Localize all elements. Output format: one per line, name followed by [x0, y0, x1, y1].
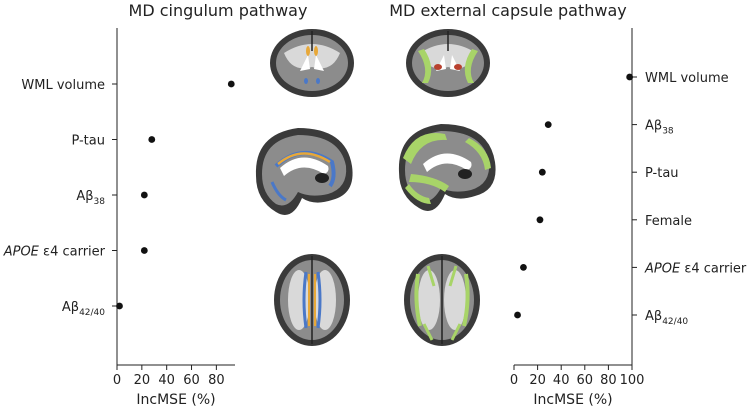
right-x-ticks: 0 20 40 60 80 100	[510, 365, 645, 388]
category-base: APOE	[3, 245, 40, 260]
right-data-point	[538, 168, 546, 176]
left-category-label: WML volume	[21, 78, 105, 93]
category-base: Female	[645, 214, 692, 229]
category-rest: ε4 carrier	[39, 245, 106, 260]
right-x-tick-label: 100	[620, 373, 645, 388]
category-base: P-tau	[71, 134, 105, 149]
brain-images	[255, 28, 496, 348]
category-base: WML volume	[645, 71, 729, 86]
right-chart-title: MD external capsule pathway	[389, 1, 626, 20]
left-x-ticks: 0 20 40 60 80	[113, 365, 225, 388]
right-category-label: Female	[645, 214, 692, 229]
right-category-label: Aβ38	[645, 119, 674, 137]
category-base: P-tau	[645, 166, 679, 181]
right-data-point	[520, 264, 527, 271]
right-data-point	[514, 311, 521, 319]
axial-brain-cingulum	[266, 252, 358, 348]
category-base: Aβ	[76, 189, 93, 204]
category-base: APOE	[644, 261, 681, 276]
right-category-label: P-tau	[645, 166, 679, 181]
left-data-point	[227, 80, 235, 88]
category-base: Aβ	[645, 309, 662, 324]
right-data-point	[626, 73, 634, 81]
right-x-tick-label: 40	[553, 373, 570, 388]
category-subscript: 42/40	[662, 317, 688, 327]
coronal-brain-external-capsule	[401, 28, 495, 102]
left-data-point	[148, 136, 156, 143]
left-category-label: P-tau	[71, 134, 105, 149]
left-data-point	[140, 247, 148, 254]
coronal-brain-cingulum	[265, 28, 359, 102]
left-x-tick-label: 80	[208, 373, 225, 388]
left-x-tick-label: 20	[134, 373, 151, 388]
left-x-tick-label: 60	[183, 373, 200, 388]
right-category-label: Aβ42/40	[645, 309, 688, 327]
right-data-point	[536, 216, 544, 224]
sagittal-brain-cingulum	[255, 128, 353, 215]
category-base: Aβ	[62, 300, 79, 315]
category-base: WML volume	[21, 78, 105, 93]
left-category-label: Aβ38	[76, 189, 105, 207]
right-x-tick-label: 80	[600, 373, 617, 388]
category-subscript: 42/40	[79, 308, 105, 318]
left-data-point	[140, 191, 148, 199]
category-rest: ε4 carrier	[680, 261, 747, 276]
left-chart-title: MD cingulum pathway	[129, 1, 308, 20]
left-category-label: Aβ42/40	[62, 300, 105, 318]
right-category-label: WML volume	[645, 71, 729, 86]
right-x-tick-label: 0	[510, 373, 518, 388]
axial-brain-external-capsule	[396, 252, 488, 348]
right-x-tick-label: 60	[577, 373, 594, 388]
left-x-tick-label: 0	[113, 373, 121, 388]
left-x-axis-title: IncMSE (%)	[136, 392, 215, 408]
category-subscript: 38	[662, 127, 674, 137]
category-base: Aβ	[645, 119, 662, 134]
left-category-label: APOE ε4 carrier	[3, 245, 106, 260]
left-points	[116, 80, 235, 310]
sagittal-brain-external-capsule	[398, 124, 496, 211]
right-data-point	[544, 121, 552, 128]
category-subscript: 38	[94, 197, 106, 207]
left-data-point	[116, 302, 123, 310]
right-x-tick-label: 20	[529, 373, 546, 388]
right-points	[514, 73, 634, 319]
right-x-axis-title: IncMSE (%)	[533, 392, 612, 408]
right-category-label: APOE ε4 carrier	[644, 261, 747, 276]
left-x-tick-label: 40	[158, 373, 175, 388]
